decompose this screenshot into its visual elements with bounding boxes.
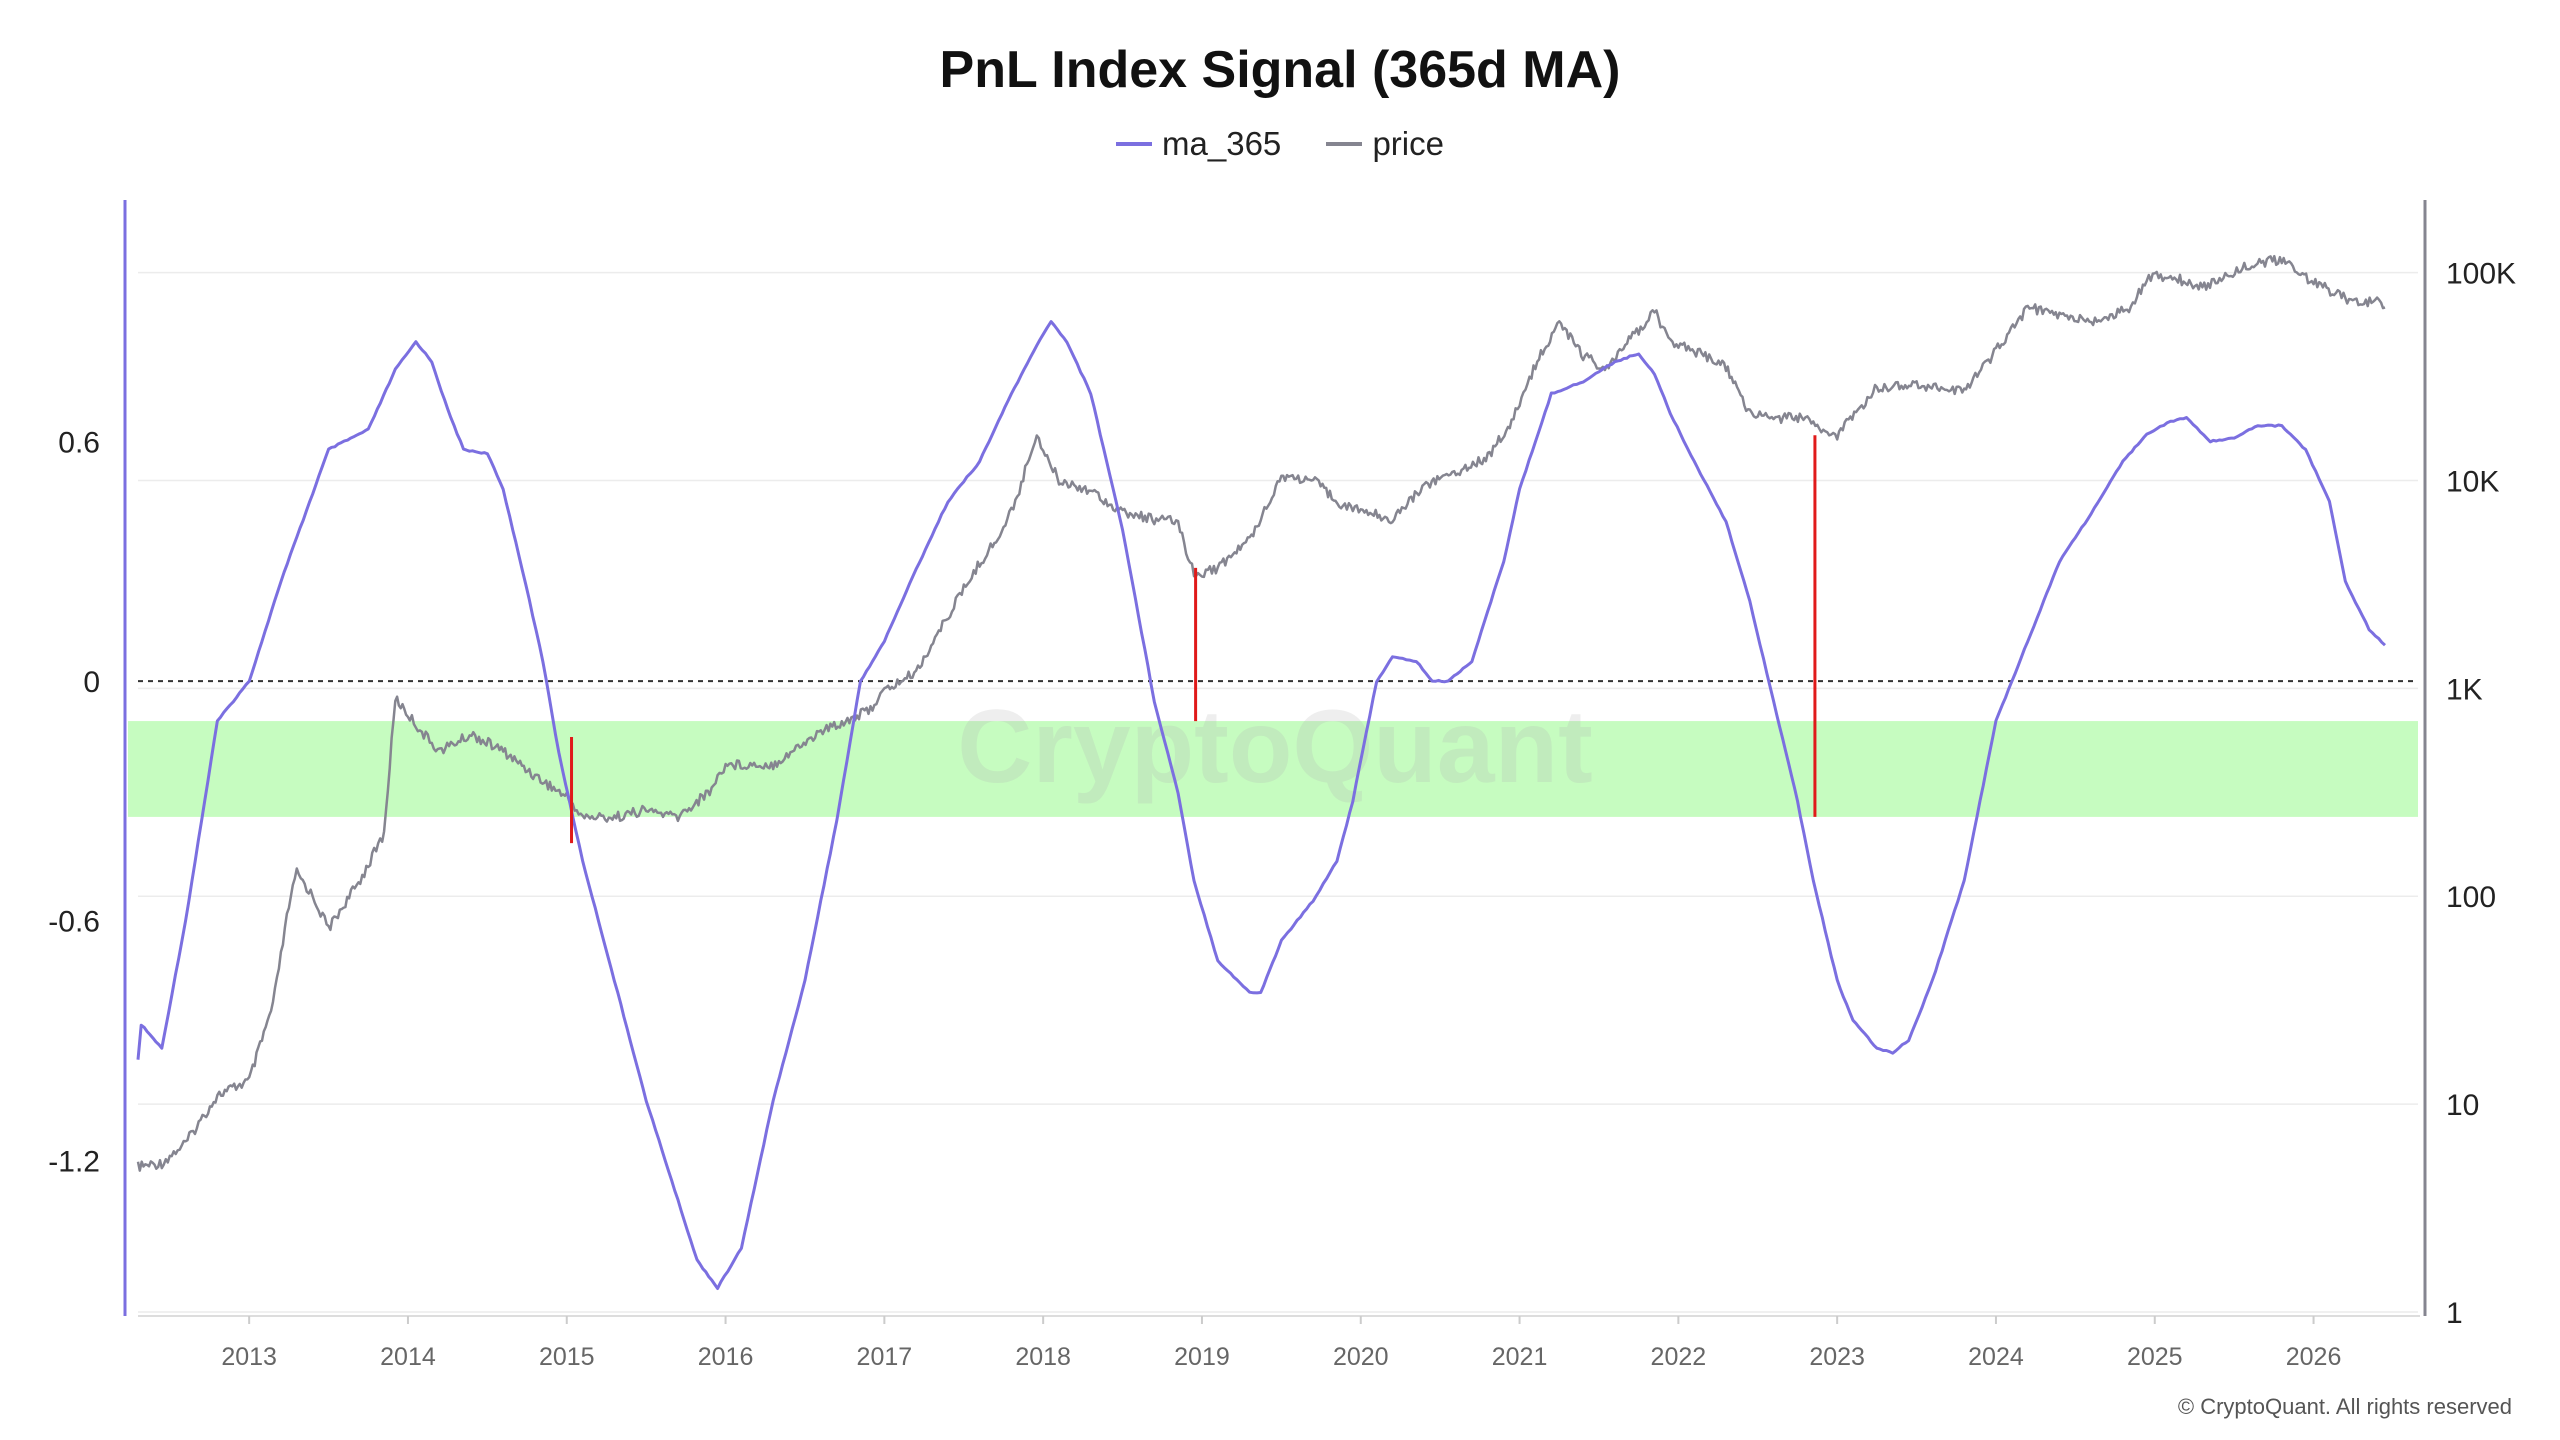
y-right-tick-label: 1K — [2446, 673, 2483, 706]
watermark: CryptoQuant — [957, 689, 1593, 805]
x-tick-label: 2023 — [1809, 1343, 1865, 1371]
y-right-tick-label: 1 — [2446, 1297, 2463, 1330]
x-tick-label: 2015 — [539, 1343, 595, 1371]
copyright-notice: © CryptoQuant. All rights reserved — [2177, 1394, 2512, 1419]
y-left-tick-label: 0 — [83, 666, 100, 699]
chart-legend: ma_365 price — [0, 125, 2560, 163]
y-right-tick-label: 100K — [2446, 258, 2516, 291]
y-left-tick-label: 0.6 — [58, 427, 100, 460]
legend-label-ma-365: ma_365 — [1162, 125, 1282, 162]
legend-item-price[interactable]: price — [1326, 125, 1444, 163]
x-tick-label: 2017 — [857, 1343, 913, 1371]
y-left-tick-label: -0.6 — [48, 906, 100, 939]
y-right-tick-label: 10K — [2446, 465, 2499, 498]
x-tick-label: 2020 — [1333, 1343, 1389, 1371]
ma-365-line — [136, 320, 2387, 1290]
x-tick-label: 2026 — [2286, 1343, 2342, 1371]
legend-item-ma-365[interactable]: ma_365 — [1116, 125, 1281, 163]
x-tick-label: 2024 — [1968, 1343, 2024, 1371]
x-tick-label: 2022 — [1651, 1343, 1707, 1371]
y-left-tick-label: -1.2 — [48, 1145, 100, 1178]
price-line — [136, 254, 2386, 1172]
legend-swatch-ma-365 — [1116, 142, 1153, 147]
y-right-tick-label: 100 — [2446, 881, 2496, 914]
legend-swatch-price — [1326, 142, 1363, 147]
x-tick-label: 2018 — [1015, 1343, 1071, 1371]
x-tick-label: 2016 — [698, 1343, 754, 1371]
chart-title: PnL Index Signal (365d MA) — [939, 41, 1621, 99]
signal-band — [128, 721, 2418, 817]
x-tick-label: 2025 — [2127, 1343, 2183, 1371]
x-tick-label: 2014 — [380, 1343, 436, 1371]
x-tick-label: 2019 — [1174, 1343, 1230, 1371]
y-right-tick-label: 10 — [2446, 1089, 2479, 1122]
legend-label-price: price — [1372, 125, 1444, 162]
x-tick-label: 2013 — [221, 1343, 277, 1371]
x-tick-label: 2021 — [1492, 1343, 1548, 1371]
